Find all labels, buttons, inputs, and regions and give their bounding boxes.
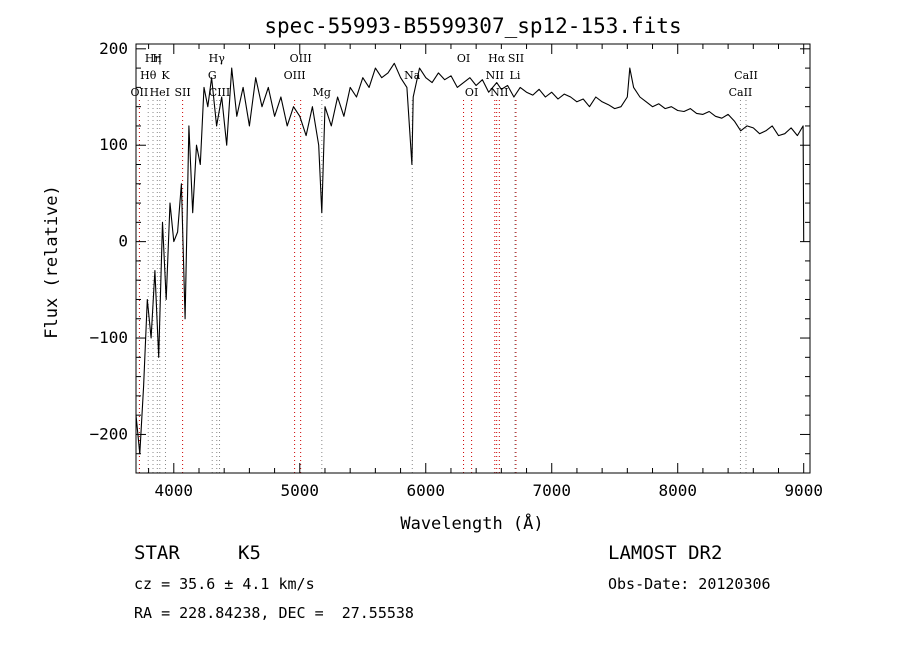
spectral-line-label: NII [486, 69, 504, 82]
spectral-line-label: CIII [209, 86, 230, 99]
x-tick-label: 7000 [532, 481, 571, 500]
chart-title: spec-55993-B5599307_sp12-153.fits [264, 14, 681, 38]
spectral-line-label: OIII [284, 69, 306, 82]
redshift-text: cz = 35.6 ± 4.1 km/s [134, 575, 315, 593]
spectral-line-label: HeI [150, 86, 170, 99]
spectral-line-label: Hη [145, 52, 161, 65]
plot-frame [135, 43, 811, 474]
x-axis-label: Wavelength (Å) [400, 512, 543, 534]
object-class: STAR [134, 542, 180, 564]
y-tick-label: 200 [99, 39, 128, 58]
x-tick-label: 9000 [784, 481, 823, 500]
object-subclass: K5 [238, 542, 261, 564]
spectrum-series-line [135, 62, 805, 455]
spectral-line-label: SII [174, 86, 190, 99]
y-axis-label: Flux (relative) [42, 185, 62, 339]
spectral-line-label: K [161, 69, 170, 82]
spectral-line-label: Hθ [140, 69, 157, 82]
spectral-line-label: Li [510, 69, 521, 82]
spectral-line-label: SII [508, 52, 524, 65]
y-tick-label: −200 [89, 424, 128, 443]
spectral-line-label: G [208, 69, 217, 82]
spectral-line-label: NII [490, 86, 508, 99]
spectral-line-label: Hγ [209, 52, 226, 65]
spectral-line-label: Mg [313, 86, 331, 99]
survey-label: LAMOST DR2 [608, 542, 723, 564]
y-tick-label: 0 [118, 232, 128, 251]
x-tick-label: 4000 [155, 481, 194, 500]
obs-date-text: Obs-Date: 20120306 [608, 575, 771, 593]
spectral-line-label: OI [457, 52, 470, 65]
spectral-line-label: OIII [290, 52, 312, 65]
spectral-line-label: OI [465, 86, 478, 99]
y-tick-label: 100 [99, 135, 128, 154]
spectral-line-label: CaII [729, 86, 753, 99]
x-tick-label: 5000 [281, 481, 320, 500]
spectral-line-label: H [152, 52, 162, 65]
x-tick-label: 8000 [658, 481, 697, 500]
axes-layer: 4000 5000 6000 7000 8000 9000 −200 −100 0 100 200 [89, 39, 822, 500]
spectral-line-label: Hα [488, 52, 506, 65]
spectral-line-label: OII [131, 86, 149, 99]
x-tick-label: 6000 [406, 481, 445, 500]
coordinates-text: RA = 228.84238, DEC = 27.55538 [134, 604, 414, 622]
series-layer [135, 62, 805, 455]
y-tick-label: −100 [89, 328, 128, 347]
spectral-line-label: CaII [734, 69, 758, 82]
